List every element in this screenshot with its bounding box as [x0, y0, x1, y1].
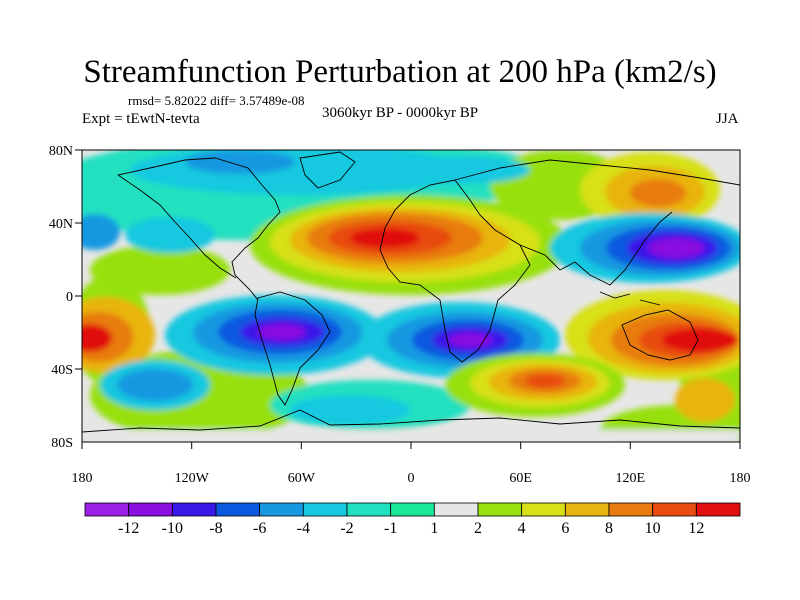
colorbar-label: -1	[384, 520, 397, 537]
y-tick-label: 80S	[51, 436, 73, 451]
contour-blob	[185, 150, 295, 174]
contour-blob	[125, 217, 215, 253]
contour-blob	[448, 333, 492, 347]
contour-blob	[258, 324, 306, 340]
colorbar-box	[608, 502, 654, 517]
colorbar-label: 12	[688, 520, 704, 537]
coastline	[519, 211, 673, 286]
colorbar-box	[521, 502, 566, 517]
colorbar-label: -10	[162, 520, 183, 537]
contour-blob	[662, 328, 738, 352]
y-tick-labels: 80N 40N 0 40S 80S	[49, 144, 73, 451]
colorbar-box	[477, 502, 523, 517]
colorbar-box	[259, 502, 304, 517]
x-tick-label: 120W	[175, 471, 210, 486]
contour-blob	[117, 369, 193, 401]
season-label: JJA	[716, 111, 739, 127]
colorbar-box	[346, 502, 392, 517]
colorbar-box	[171, 502, 217, 517]
coastline	[599, 291, 661, 306]
contour-blob	[675, 378, 735, 422]
colorbar-label: 8	[605, 520, 613, 537]
rmsd-diff-stats: rmsd= 5.82022 diff= 3.57489e-08	[128, 93, 305, 108]
x-tick-label: 120E	[616, 471, 646, 486]
y-tick-label: 0	[66, 290, 73, 305]
coastline	[117, 157, 281, 301]
coastline	[379, 179, 531, 363]
colorbar-box	[84, 502, 130, 517]
contour-blob	[525, 374, 565, 388]
colorbar-box	[652, 502, 697, 517]
experiment-label: Expt = tEwtN-tevta	[82, 111, 200, 127]
colorbar-box	[390, 502, 435, 517]
colorbar-box	[215, 502, 261, 517]
contour-blob	[648, 238, 704, 258]
x-tick-label: 180	[72, 471, 93, 486]
coastline	[254, 291, 331, 406]
map-title: Streamfunction Perturbation at 200 hPa (…	[83, 54, 717, 90]
colorbar-box	[128, 502, 173, 517]
y-tick-label: 80N	[49, 144, 73, 159]
x-tick-labels: 180 120W 60W 0 60E 120E 180	[72, 471, 751, 486]
colorbar-label: -6	[253, 520, 266, 537]
coastline	[117, 174, 237, 279]
colorbar	[84, 502, 741, 517]
contour-blob	[630, 179, 686, 207]
x-tick-label: 0	[408, 471, 415, 486]
y-tick-label: 40N	[49, 217, 73, 232]
colorbar-label: -8	[209, 520, 222, 537]
contour-blob	[290, 395, 410, 425]
colorbar-box	[695, 502, 741, 517]
x-tick-label: 60E	[509, 471, 532, 486]
period-label: 3060kyr BP - 0000kyr BP	[322, 105, 479, 121]
colorbar-label: -2	[340, 520, 353, 537]
x-tick-label: 180	[730, 471, 751, 486]
colorbar-label: 2	[474, 520, 482, 537]
colorbar-label: 10	[645, 520, 661, 537]
colorbar-label: 1	[430, 520, 438, 537]
colorbar-box	[302, 502, 348, 517]
colorbar-label: -12	[118, 520, 139, 537]
coastline	[454, 159, 740, 186]
colorbar-labels: -12 -10 -8 -6 -4 -2 -1 1 2 4 6 8 10 12	[118, 520, 704, 537]
contour-blob	[82, 214, 120, 250]
coastline	[299, 151, 356, 189]
contour-blob	[390, 156, 530, 184]
colorbar-label: 4	[518, 520, 526, 537]
colorbar-label: -4	[297, 520, 310, 537]
tick-marks	[75, 149, 741, 449]
x-tick-label: 60W	[288, 471, 316, 486]
colorbar-label: 6	[561, 520, 569, 537]
coastlines	[82, 151, 740, 433]
colorbar-box	[564, 502, 610, 517]
contour-blob	[350, 228, 420, 248]
y-tick-label: 40S	[51, 363, 73, 378]
coastline	[621, 309, 699, 361]
contour-blob	[82, 324, 112, 352]
contour-blob	[82, 430, 740, 442]
colorbar-box	[433, 502, 479, 517]
coastline	[82, 409, 740, 433]
